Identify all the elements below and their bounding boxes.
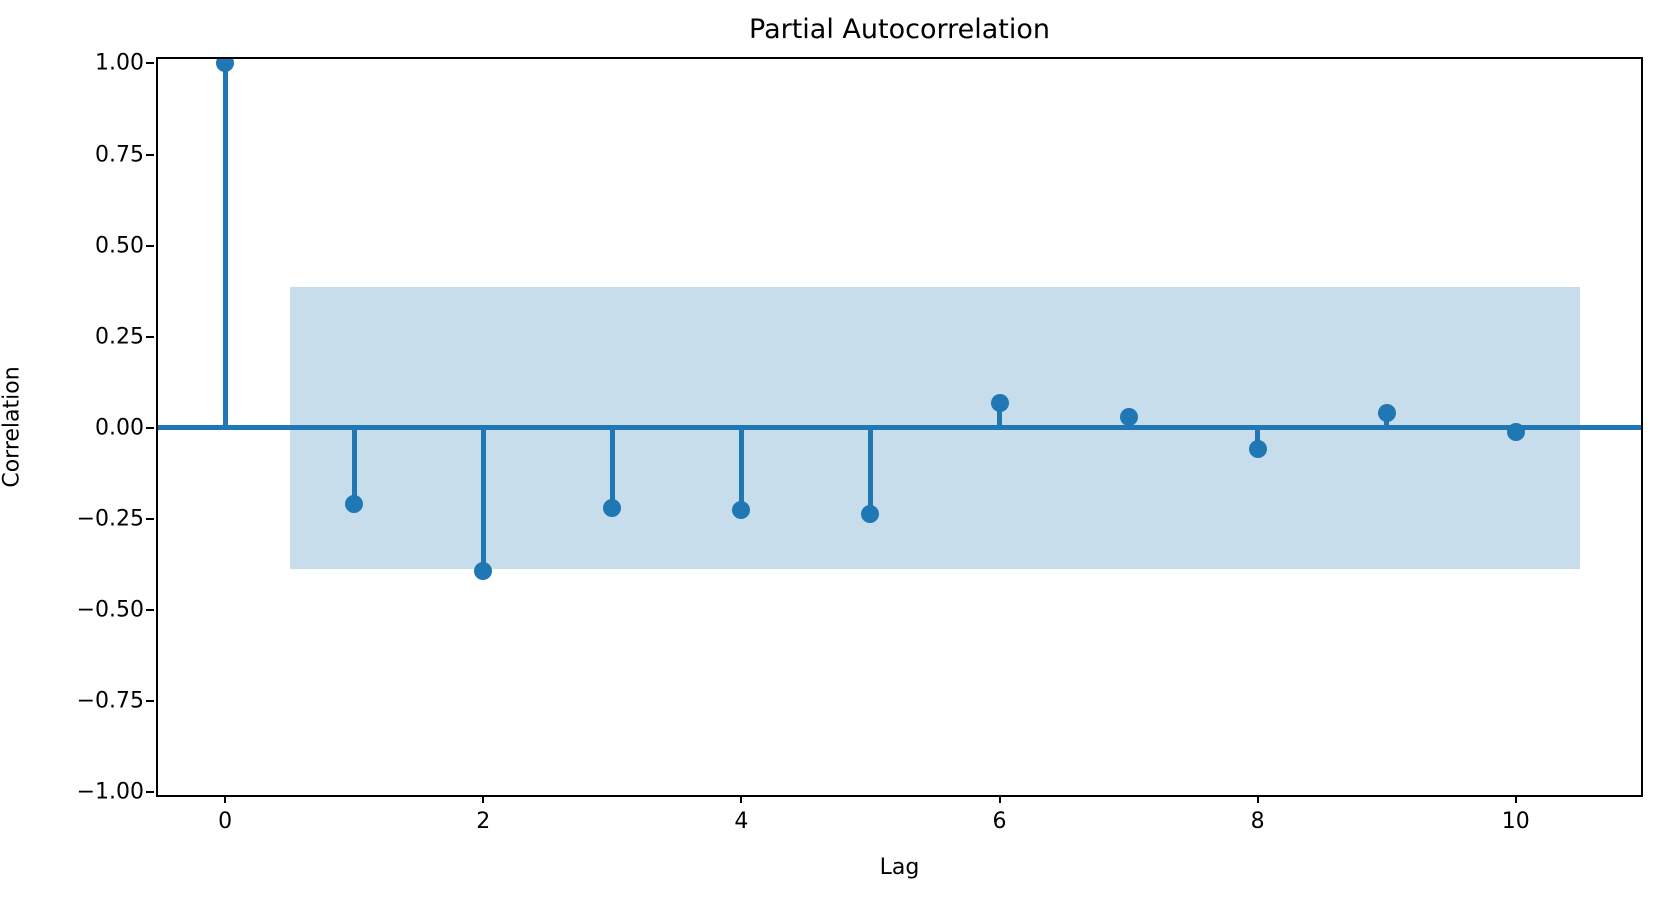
stem-line — [351, 427, 357, 505]
y-tick-mark — [146, 335, 154, 338]
stem-marker — [1119, 408, 1138, 427]
y-tick-mark — [146, 244, 154, 247]
plot-area — [158, 59, 1641, 795]
y-tick-mark — [146, 62, 154, 65]
zero-line — [158, 425, 1641, 431]
stem-line — [1255, 427, 1261, 450]
stem-marker — [1506, 422, 1525, 441]
x-tick-mark — [224, 795, 227, 803]
stem-line — [609, 427, 615, 508]
y-tick-label: −0.50 — [76, 597, 144, 623]
stem-marker — [732, 500, 751, 519]
y-tick-mark — [146, 609, 154, 612]
y-tick-mark — [146, 153, 154, 156]
y-tick-label: −0.75 — [76, 688, 144, 714]
y-tick-label: 1.00 — [95, 50, 144, 76]
y-axis-label-text: Correlation — [0, 366, 25, 488]
x-tick-label: 2 — [476, 809, 491, 834]
y-tick-label: 0.75 — [95, 142, 144, 167]
x-tick-mark — [1256, 795, 1259, 803]
x-tick-label: 4 — [734, 809, 749, 834]
y-tick-label: 0.50 — [95, 233, 144, 259]
stem-marker — [1377, 404, 1396, 423]
stem-marker — [345, 495, 364, 514]
x-tick-mark — [998, 795, 1001, 803]
chart-title: Partial Autocorrelation — [749, 14, 1050, 45]
x-tick-label: 0 — [218, 809, 233, 834]
stem-marker — [474, 561, 493, 580]
x-tick-label: 8 — [1250, 809, 1265, 834]
x-tick-mark — [740, 795, 743, 803]
y-tick-label: 0.25 — [95, 324, 144, 350]
y-tick-mark — [146, 426, 154, 429]
stem-line — [222, 63, 228, 428]
stem-line — [480, 427, 486, 571]
y-tick-mark — [146, 791, 154, 794]
axes-box: 0 2 4 6 8 10 1.00 0.75 0.50 0.25 0.00 −0.25 −0.50 −0.… — [77, 51, 1643, 834]
x-tick-mark — [1514, 795, 1517, 803]
stem-marker — [603, 498, 622, 517]
stem-marker — [990, 394, 1009, 413]
x-axis-label: Lag — [879, 855, 920, 880]
stem-line — [997, 403, 1003, 428]
y-tick-mark — [146, 518, 154, 521]
stem-line — [867, 427, 873, 514]
x-tick-label: 6 — [992, 809, 1007, 834]
x-tick-label: 10 — [1501, 809, 1530, 834]
y-tick-label: 0.00 — [95, 415, 144, 441]
stem-line — [738, 427, 744, 510]
stem-marker — [861, 504, 880, 523]
x-tick-mark — [482, 795, 485, 803]
stem-marker — [216, 59, 235, 73]
y-tick-mark — [146, 700, 154, 703]
y-tick-label: −0.25 — [76, 506, 144, 532]
stem-marker — [1248, 440, 1267, 459]
y-tick-label: −1.00 — [76, 779, 144, 805]
